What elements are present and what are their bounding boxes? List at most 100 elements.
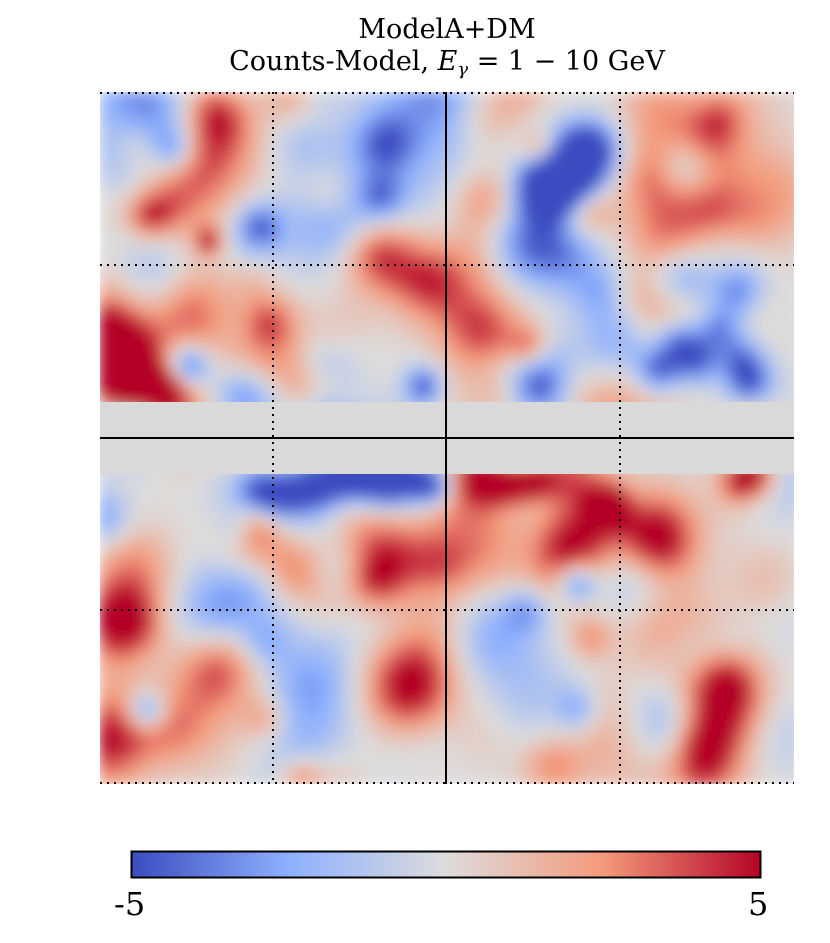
map-pixel <box>486 559 497 570</box>
map-pixel <box>423 127 434 138</box>
map-pixel <box>315 100 326 111</box>
map-pixel <box>153 208 164 219</box>
map-pixel <box>100 92 110 102</box>
map-pixel <box>540 154 551 165</box>
map-pixel <box>405 541 416 552</box>
map-pixel <box>135 343 146 354</box>
map-pixel <box>243 109 254 120</box>
map-pixel <box>513 496 524 507</box>
map-pixel <box>765 316 776 327</box>
map-pixel <box>486 577 497 588</box>
map-pixel <box>423 604 434 615</box>
map-pixel <box>135 487 146 498</box>
map-pixel <box>594 136 605 147</box>
map-pixel <box>747 379 758 390</box>
map-pixel <box>414 235 425 246</box>
map-pixel <box>477 541 488 552</box>
map-pixel <box>351 550 362 561</box>
map-pixel <box>396 217 407 228</box>
map-pixel <box>351 118 362 129</box>
map-pixel <box>450 280 461 291</box>
map-pixel <box>162 631 173 642</box>
map-pixel <box>459 649 470 660</box>
map-pixel <box>675 181 686 192</box>
map-pixel <box>468 649 479 660</box>
map-pixel <box>648 595 659 606</box>
map-pixel <box>531 190 542 201</box>
map-pixel <box>360 469 371 480</box>
map-pixel <box>315 316 326 327</box>
map-pixel <box>369 334 380 345</box>
map-pixel <box>153 127 164 138</box>
map-pixel <box>747 586 758 597</box>
map-pixel <box>216 190 227 201</box>
map-pixel <box>585 190 596 201</box>
map-pixel <box>342 235 353 246</box>
map-pixel <box>621 379 632 390</box>
map-pixel <box>729 145 740 156</box>
map-pixel <box>567 595 578 606</box>
map-pixel <box>207 631 218 642</box>
map-pixel <box>450 631 461 642</box>
map-pixel <box>504 469 515 480</box>
map-pixel <box>279 199 290 210</box>
map-pixel <box>252 127 263 138</box>
map-pixel <box>648 649 659 660</box>
map-pixel <box>702 559 713 570</box>
map-pixel <box>234 307 245 318</box>
map-pixel <box>477 640 488 651</box>
map-pixel <box>153 370 164 381</box>
map-pixel <box>153 514 164 525</box>
map-pixel <box>297 172 308 183</box>
map-pixel <box>414 586 425 597</box>
map-pixel <box>180 352 191 363</box>
map-pixel <box>135 199 146 210</box>
map-pixel <box>342 586 353 597</box>
map-pixel <box>468 343 479 354</box>
map-pixel <box>702 478 713 489</box>
map-pixel <box>585 226 596 237</box>
map-pixel <box>693 631 704 642</box>
map-pixel <box>522 622 533 633</box>
map-pixel <box>549 280 560 291</box>
map-pixel <box>720 577 731 588</box>
map-pixel <box>774 208 785 219</box>
map-pixel <box>468 92 479 102</box>
map-pixel <box>576 514 587 525</box>
map-pixel <box>243 577 254 588</box>
map-pixel <box>126 118 137 129</box>
map-pixel <box>342 478 353 489</box>
map-pixel <box>585 541 596 552</box>
map-pixel <box>756 307 767 318</box>
map-pixel <box>261 208 272 219</box>
map-pixel <box>630 469 641 480</box>
map-pixel <box>675 523 686 534</box>
map-pixel <box>603 487 614 498</box>
map-pixel <box>270 271 281 282</box>
map-pixel <box>324 199 335 210</box>
map-pixel <box>342 532 353 543</box>
map-pixel <box>153 631 164 642</box>
map-pixel <box>621 109 632 120</box>
map-pixel <box>468 109 479 120</box>
map-pixel <box>711 658 722 669</box>
map-pixel <box>198 145 209 156</box>
map-pixel <box>252 613 263 624</box>
map-pixel <box>252 388 263 399</box>
map-pixel <box>738 361 749 372</box>
map-pixel <box>648 532 659 543</box>
map-pixel <box>756 127 767 138</box>
map-pixel <box>207 262 218 273</box>
map-pixel <box>207 316 218 327</box>
map-pixel <box>297 325 308 336</box>
map-pixel <box>234 172 245 183</box>
map-pixel <box>126 532 137 543</box>
map-pixel <box>603 271 614 282</box>
map-pixel <box>324 127 335 138</box>
map-pixel <box>414 505 425 516</box>
map-pixel <box>675 271 686 282</box>
map-pixel <box>774 532 785 543</box>
map-pixel <box>288 190 299 201</box>
map-pixel <box>549 325 560 336</box>
map-pixel <box>711 640 722 651</box>
